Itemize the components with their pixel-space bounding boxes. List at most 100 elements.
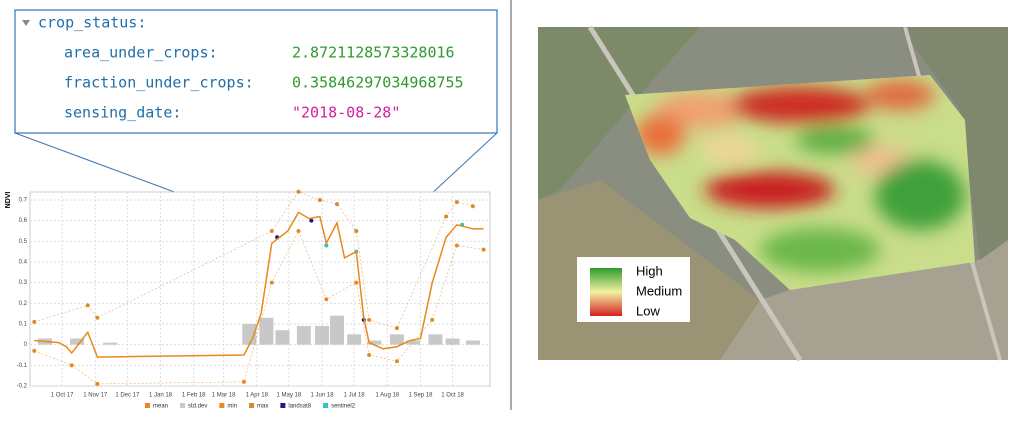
point <box>335 202 340 207</box>
legend-label: Medium <box>636 283 682 298</box>
tree-key: area_under_crops: <box>64 44 218 62</box>
point <box>32 319 37 324</box>
tree-value: "2018-08-28" <box>292 104 400 122</box>
point <box>269 229 274 233</box>
y-tick-label: -0.1 <box>17 363 28 369</box>
point <box>444 214 449 219</box>
y-tick-label: 0 <box>24 342 28 348</box>
point <box>269 280 274 285</box>
tree: area_under_crops: 2.8721128573328016 fract… <box>64 44 464 122</box>
point <box>95 381 100 386</box>
y-tick-label: 0.3 <box>19 280 28 286</box>
tree-value: 2.8721128573328016 <box>292 44 455 62</box>
y-axis-label: NDVI <box>5 192 12 209</box>
tree-root: crop_status: <box>38 14 146 32</box>
field <box>720 240 1008 360</box>
x-tick-label: 1 May 18 <box>277 393 302 399</box>
tree-value: 0.35846297034968755 <box>292 74 464 92</box>
x-tick-label: 1 Mar 18 <box>212 393 236 399</box>
point <box>454 243 459 248</box>
point <box>69 363 74 368</box>
heat-cell <box>875 160 965 230</box>
y-tick-label: 0.4 <box>19 260 28 266</box>
heat-cell <box>730 87 870 123</box>
chart: NDVI -0.2 -0.1 0 0.1 0.2 0.3 0.4 0.5 0.6 0.7 1 Oct … <box>5 189 491 410</box>
std-bar <box>275 330 290 345</box>
legend-swatch <box>145 403 150 408</box>
legend-swatch <box>219 403 225 408</box>
point <box>324 297 329 302</box>
map: High Medium Low <box>538 25 1008 362</box>
legend-label: sentinel2 <box>331 404 356 410</box>
y-tick-label: 0.1 <box>19 322 28 328</box>
legend-label: max <box>257 404 268 410</box>
legend-swatch <box>249 403 255 408</box>
plot-area <box>29 191 491 387</box>
y-tick-label: 0.7 <box>19 198 28 204</box>
point <box>317 198 322 202</box>
x-tick-label: 1 Oct 18 <box>441 393 464 399</box>
point <box>394 326 399 331</box>
std-bar <box>465 340 480 345</box>
x-tick-label: 1 Feb 18 <box>182 393 206 399</box>
point <box>296 229 301 233</box>
std-bar <box>367 340 382 345</box>
legend-label: std.dev <box>188 404 207 410</box>
tree-key: fraction_under_crops: <box>64 74 254 92</box>
std-bar <box>330 315 345 345</box>
point <box>241 379 246 384</box>
heat-cell <box>865 80 935 110</box>
x-tick-label: 1 Nov 17 <box>83 393 108 399</box>
heat-cell <box>705 172 835 208</box>
x-tick-label: 1 Oct 17 <box>51 393 74 399</box>
y-tick-label: 0.6 <box>19 218 28 224</box>
y-tick-label: 0.5 <box>19 239 28 245</box>
point <box>454 200 459 205</box>
legend-label: min <box>227 404 237 410</box>
point <box>95 315 100 320</box>
point <box>481 247 486 252</box>
y-tick-label: 0.2 <box>19 301 28 307</box>
field <box>538 27 700 200</box>
legend-label: Low <box>636 303 660 318</box>
point <box>394 359 399 364</box>
std-bar <box>405 340 420 345</box>
std-bar <box>389 334 404 345</box>
point <box>324 243 329 248</box>
std-bar <box>103 342 118 345</box>
point <box>354 229 359 233</box>
heat-cell <box>635 115 685 155</box>
std-bar <box>445 338 460 345</box>
heat-cell <box>760 228 880 272</box>
zoom-box <box>14 9 498 134</box>
legend-gradient <box>590 268 622 316</box>
x-tick-label: 1 Apr 18 <box>246 393 269 399</box>
legend-swatch <box>280 403 286 408</box>
std-bar <box>70 338 85 345</box>
heat-cell <box>700 138 760 162</box>
point <box>430 317 435 322</box>
x-tick-label: 1 Jul 18 <box>344 393 366 399</box>
point <box>32 348 37 353</box>
heat-cell <box>655 92 745 128</box>
field <box>900 27 1008 260</box>
expand-icon <box>22 20 30 26</box>
x-tick-label: 1 Dec 17 <box>115 393 140 399</box>
y-tick-label: -0.2 <box>17 384 28 390</box>
legend-label: High <box>636 263 663 278</box>
point <box>470 204 475 209</box>
point <box>367 353 372 357</box>
x-tick-label: 1 Sep 18 <box>408 393 433 399</box>
std-bar <box>347 334 362 345</box>
point <box>85 303 90 308</box>
point <box>367 317 372 322</box>
tree-key: sensing_date: <box>64 104 181 122</box>
heat-cell <box>795 126 875 154</box>
x-tick-label: 1 Jan 18 <box>149 393 173 399</box>
legend-swatch <box>323 403 329 408</box>
legend-label: mean <box>153 404 168 410</box>
std-bar <box>315 326 330 345</box>
point <box>354 280 359 285</box>
heatmap <box>625 75 975 290</box>
